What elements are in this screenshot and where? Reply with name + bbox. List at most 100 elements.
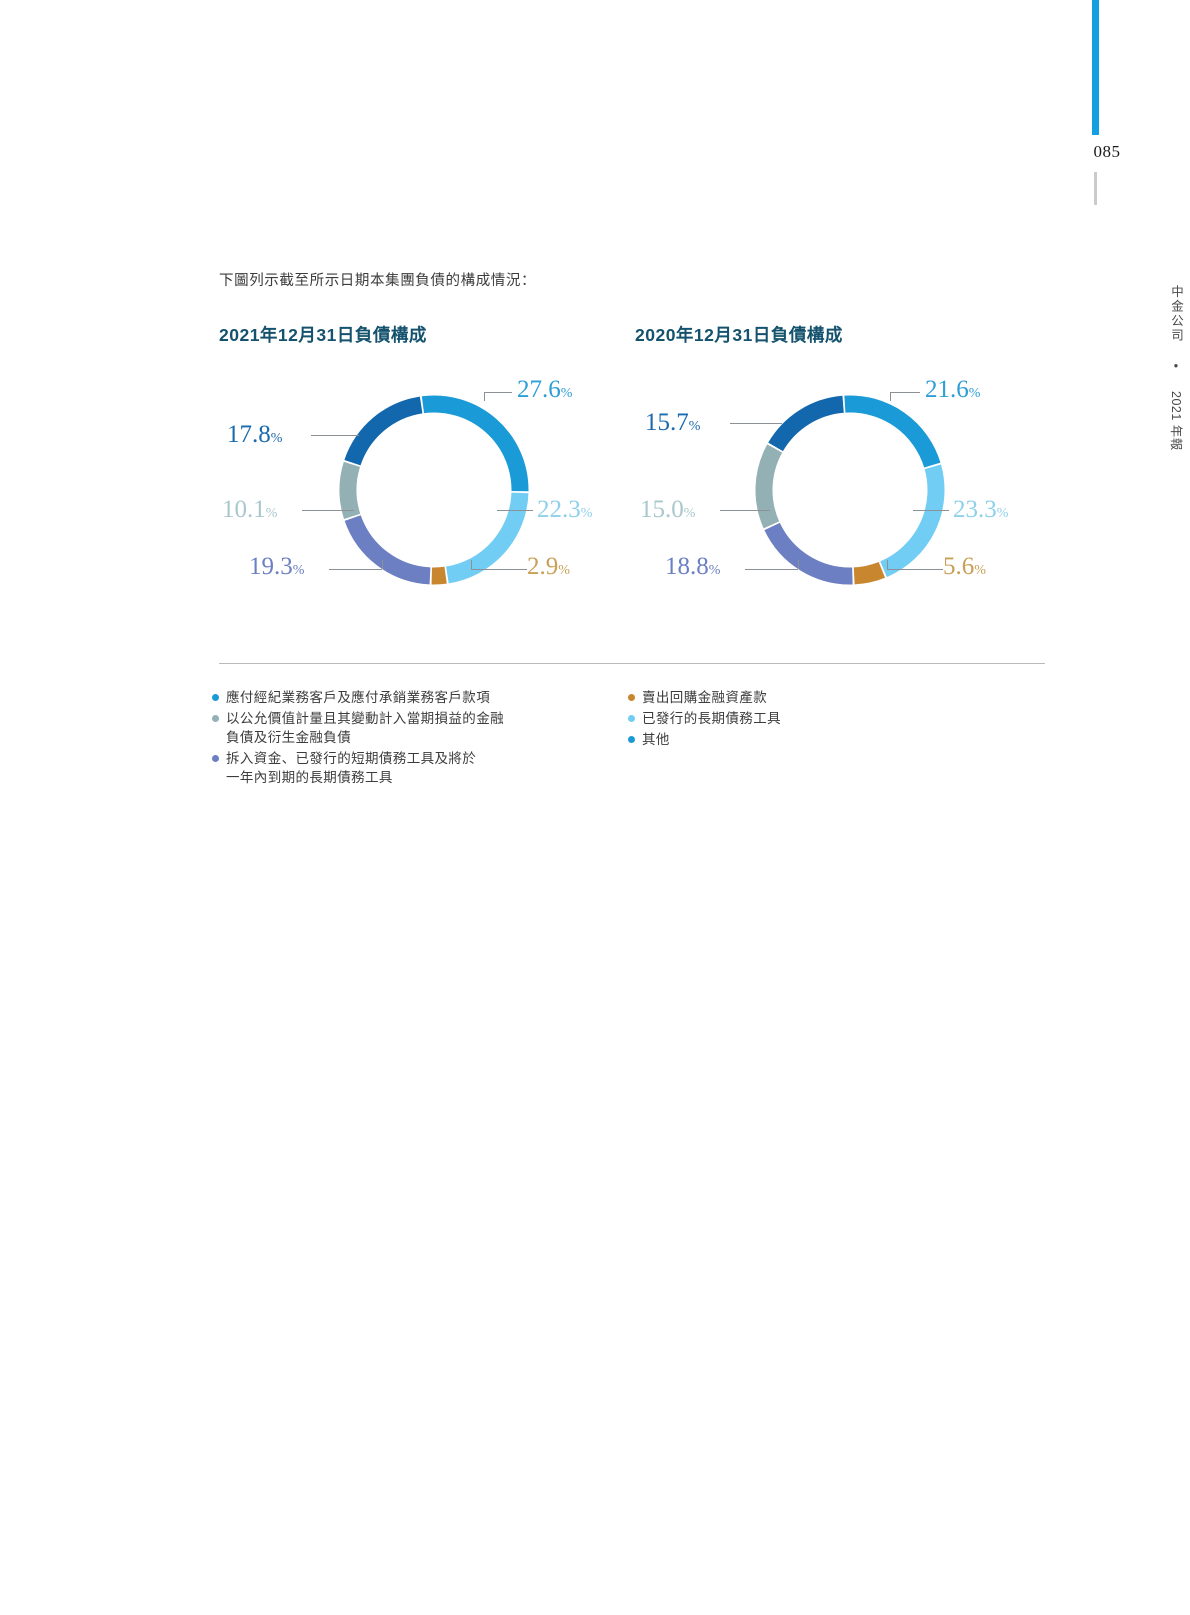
value-number: 5.6	[943, 553, 975, 580]
legend-separator	[219, 663, 1045, 664]
legend-swatch-icon	[628, 715, 635, 722]
percent-sign: %	[708, 563, 721, 578]
legend-label-line2: 負債及衍生金融負債	[226, 730, 352, 745]
legend-item-long-term-debt-issued: 已發行的長期債務工具	[628, 709, 928, 728]
donut-2021	[324, 380, 544, 600]
legend-label: 其他	[642, 732, 670, 747]
leader-tick	[471, 560, 472, 569]
donut-2020	[740, 380, 960, 600]
value-number: 22.3	[537, 496, 581, 523]
chart-title-2021: 2021年12月31日負債構成	[219, 325, 427, 345]
donut-segment	[431, 566, 447, 585]
legend-column-right: 賣出回購金融資產款 已發行的長期債務工具 其他	[628, 688, 928, 751]
intro-paragraph: 下圖列示截至所示日期本集團負債的構成情況：	[219, 273, 537, 289]
donut-svg-2021	[339, 395, 529, 585]
value-number: 2.9	[527, 553, 559, 580]
percent-sign: %	[974, 563, 986, 578]
value-number: 21.6	[925, 376, 969, 403]
percent-sign: %	[558, 563, 570, 578]
legend-swatch-icon	[212, 715, 219, 722]
donut-value-label: 21.6%	[925, 377, 980, 402]
donut-value-label: 15.0%	[640, 497, 695, 522]
page-number: 085	[1093, 142, 1121, 161]
percent-sign: %	[683, 506, 696, 521]
donut-value-label: 5.6%	[943, 554, 986, 579]
legend-label: 賣出回購金融資產款	[642, 690, 768, 705]
value-number: 27.6	[517, 376, 561, 403]
value-number: 15.0	[640, 496, 684, 523]
leader-line	[913, 510, 949, 511]
legend-swatch-icon	[628, 694, 635, 701]
donut-segment	[421, 395, 529, 492]
leader-line	[887, 569, 943, 570]
donut-segment	[764, 522, 853, 585]
percent-sign: %	[968, 386, 981, 401]
leader-line	[720, 510, 770, 511]
donut-value-label: 22.3%	[537, 497, 592, 522]
chart-liabilities-2021: 2021年12月31日負債構成 27.6% 22.3% 2.9% 19.3% 10.1%…	[219, 322, 639, 642]
imprint-edition: 2021 年報	[1169, 391, 1183, 451]
legend-label: 已發行的長期債務工具	[642, 711, 781, 726]
leader-tick	[484, 392, 485, 401]
donut-segment	[768, 395, 845, 452]
value-number: 15.7	[645, 409, 689, 436]
donut-segment	[445, 492, 529, 584]
percent-sign: %	[996, 506, 1009, 521]
value-number: 17.8	[227, 421, 271, 448]
leader-line	[730, 423, 782, 424]
percent-sign: %	[270, 431, 283, 446]
donut-value-label: 10.1%	[222, 497, 277, 522]
value-number: 10.1	[222, 496, 266, 523]
donut-svg-2020	[755, 395, 945, 585]
legend-label: 拆入資金、已發行的短期債務工具及將於	[226, 751, 477, 766]
leader-line	[471, 569, 527, 570]
donut-value-label: 17.8%	[227, 422, 282, 447]
legend-item-fvtpl-liabilities: 以公允價值計量且其變動計入當期損益的金融 負債及衍生金融負債	[212, 709, 562, 747]
percent-sign: %	[580, 506, 593, 521]
leader-line	[484, 392, 512, 393]
legend-label: 以公允價值計量且其變動計入當期損益的金融	[226, 711, 504, 726]
legend-swatch-icon	[212, 694, 219, 701]
imprint-company: 中金公司	[1169, 285, 1183, 343]
percent-sign: %	[265, 506, 278, 521]
legend-item-others: 其他	[628, 730, 928, 749]
percent-sign: %	[292, 563, 305, 578]
value-number: 23.3	[953, 496, 997, 523]
legend-item-borrowings-short-term: 拆入資金、已發行的短期債務工具及將於 一年內到期的長期債務工具	[212, 749, 562, 787]
leader-line	[311, 435, 359, 436]
donut-segment	[844, 395, 941, 468]
page-imprint: 中金公司 • 2021 年報	[1041, 285, 1190, 451]
imprint-separator: •	[1169, 359, 1183, 375]
chart-liabilities-2020: 2020年12月31日負債構成 21.6% 23.3% 5.6% 18.8% 15.0%…	[635, 322, 1055, 642]
legend-label-line2: 一年內到期的長期債務工具	[226, 770, 393, 785]
donut-segment	[880, 464, 945, 578]
leader-line	[302, 510, 354, 511]
donut-value-label: 23.3%	[953, 497, 1008, 522]
value-number: 18.8	[665, 553, 709, 580]
value-number: 19.3	[249, 553, 293, 580]
donut-value-label: 18.8%	[665, 554, 720, 579]
chart-title-2020: 2020年12月31日負債構成	[635, 325, 843, 345]
leader-tick	[890, 392, 891, 401]
legend-label: 應付經紀業務客戶及應付承銷業務客戶款項	[226, 690, 491, 705]
leader-line	[329, 569, 382, 570]
leader-tick	[887, 560, 888, 569]
legend-swatch-icon	[212, 755, 219, 762]
rail-divider	[1094, 172, 1097, 205]
leader-line	[497, 510, 533, 511]
page-side-rail: 085 中金公司 • 2021 年報	[1088, 0, 1183, 451]
percent-sign: %	[688, 419, 701, 434]
leader-line	[745, 569, 798, 570]
legend-column-left: 應付經紀業務客戶及應付承銷業務客戶款項 以公允價值計量且其變動計入當期損益的金融負…	[212, 688, 562, 789]
donut-value-label: 27.6%	[517, 377, 572, 402]
legend-item-repo-financial-assets: 賣出回購金融資產款	[628, 688, 928, 707]
percent-sign: %	[560, 386, 573, 401]
donut-segment	[755, 444, 783, 529]
donut-segment	[344, 515, 431, 585]
donut-segment	[853, 561, 886, 585]
leader-line	[890, 392, 920, 393]
accent-bar	[1092, 0, 1099, 135]
donut-value-label: 15.7%	[645, 410, 700, 435]
leader-tick	[798, 560, 799, 569]
donut-value-label: 19.3%	[249, 554, 304, 579]
